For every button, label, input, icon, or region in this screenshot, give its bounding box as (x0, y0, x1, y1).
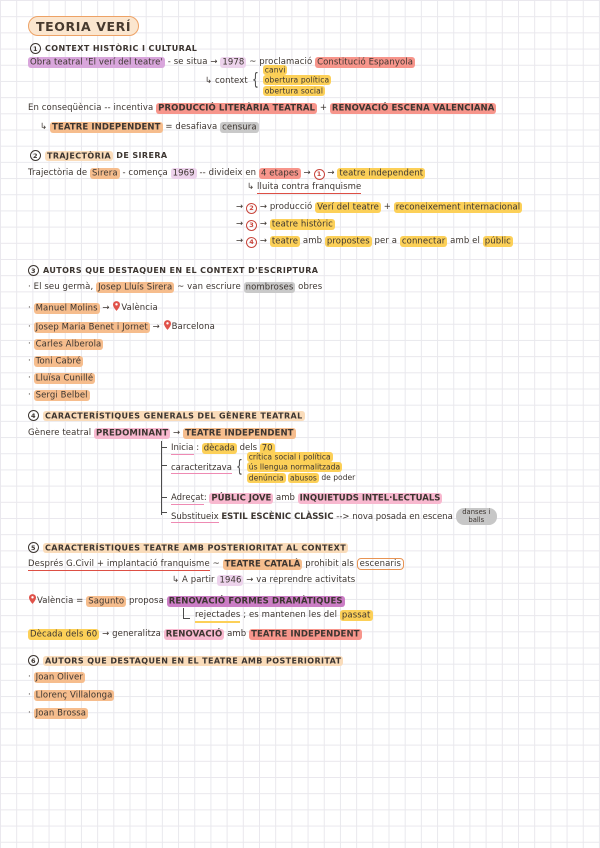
author-list-item: · Sergi Belbel (28, 389, 90, 401)
section-3-header-text: AUTORS QUE DESTAQUEN EN EL CONTEXT D'ESC… (43, 266, 319, 275)
section-1-header-text: CONTEXT HISTÒRIC I CULTURAL (45, 44, 198, 53)
context-item: obertura política (262, 75, 332, 85)
etapa-number-icon: 3 (246, 219, 258, 231)
section-number-icon: 5 (28, 542, 39, 553)
substitueix-line: Substitueix ESTIL ESCÈNIC CLÀSSIC --> no… (162, 508, 497, 525)
context-label: ↳ context (205, 75, 248, 86)
despres-gcivil-line: Després G.Civil + implantació franquisme… (28, 558, 405, 571)
valencia-sagunto-line: València = Sagunto proposa RENOVACIÓ FOR… (28, 594, 345, 607)
author-list-item: · Carles Alberola (28, 338, 104, 350)
decada-60-line: Dècada dels 60 → generalitza RENOVACIÓ a… (28, 628, 362, 640)
rejectades-note: rejectades ; es mantenen les del passat (183, 606, 373, 623)
caracteritzava-line: caracteritzava { crítica social i políti… (162, 451, 356, 483)
section-number-icon: 1 (30, 43, 41, 54)
section-6-header-text: AUTORS QUE DESTAQUEN EN EL TEATRE AMB PO… (43, 655, 344, 666)
location-pin-icon (29, 594, 36, 604)
section-2-header-text: TRAJECTÒRIA DE SIRERA (45, 150, 168, 161)
section-3-header: 3 AUTORS QUE DESTAQUEN EN EL CONTEXT D'E… (28, 265, 318, 276)
section-number-icon: 6 (28, 655, 39, 666)
brace-icon: { (235, 457, 243, 478)
author-list-item: · Manuel Molins → València (28, 301, 158, 314)
substitueix-text: Substitueix ESTIL ESCÈNIC CLÀSSIC --> no… (171, 511, 453, 523)
author-list-item: · Joan Oliver (28, 671, 85, 683)
author-list-item: · Lluïsa Cunillé (28, 372, 96, 384)
context-branches: ↳ context { canvi obertura política ober… (205, 64, 332, 96)
etapa-3-line: → 3 → teatre històric (236, 218, 335, 231)
teatre-independent-line: ↳ TEATRE INDEPENDENT = desafiava censura (40, 121, 259, 133)
context-items: canvi obertura política obertura social (262, 64, 332, 96)
caracteristica-item: ús llengua normalitzada (246, 462, 343, 472)
obra-teatral-line: Obra teatral 'El verí del teatre' - se s… (28, 56, 416, 68)
a-partir-note: ↳ A partir 1946 → va reprendre activitat… (172, 574, 356, 586)
adrecat-line: Adreçat: PÚBLIC JOVE amb INQUIETUDS INTE… (162, 492, 443, 505)
author-list-item: · Llorenç Villalonga (28, 689, 115, 701)
section-number-icon: 3 (28, 265, 39, 276)
brace-icon: { (251, 70, 259, 91)
author-list-item: · Joan Brossa (28, 707, 89, 719)
section-6-header: 6 AUTORS QUE DESTAQUEN EN EL TEATRE AMB … (28, 655, 344, 666)
trajectoria-line: Trajectòria de Sirera - comença 1969 -- … (28, 167, 426, 180)
etapa-number-icon: 2 (246, 202, 258, 214)
caracteritzava-items: crítica social i política ús llengua nor… (246, 451, 356, 483)
section-number-icon: 2 (30, 150, 41, 161)
teatre-independent-details: Inicia : dècada dels 70 caracteritzava {… (161, 441, 592, 525)
section-4-header: 4 CARACTERÍSTIQUES GENERALS DEL GÈNERE T… (28, 410, 305, 421)
consequencia-line: En conseqüència -- incentiva PRODUCCIÓ L… (28, 102, 497, 114)
section-2-header: 2 TRAJECTÒRIA DE SIRERA (30, 150, 168, 161)
etapa-number-icon: 4 (246, 236, 258, 248)
author-list-item: · El seu germà, Josep Lluís Sirera ~ van… (28, 281, 323, 293)
etapa-2-line: → 2 → producció Verí del teatre + recone… (236, 201, 523, 214)
etapa-4-line: → 4 → teatre amb propostes per a connect… (236, 235, 513, 248)
location-pin-icon (163, 320, 171, 330)
author-list-item: · Josep Maria Benet i Jornet → Barcelona (28, 320, 215, 333)
rejectades-text: rejectades ; es mantenen les del passat (195, 609, 373, 623)
section-4-header-text: CARACTERÍSTIQUES GENERALS DEL GÈNERE TEA… (43, 410, 305, 421)
location-pin-icon (113, 301, 121, 311)
author-list-item: · Toni Cabré (28, 355, 84, 367)
caracteritzava-label: caracteritzava (171, 462, 232, 475)
section-5-header: 5 CARACTERÍSTIQUES TEATRE AMB POSTERIORI… (28, 542, 349, 553)
inicia-line: Inicia : dècada dels 70 (162, 442, 275, 455)
context-item: obertura social (262, 85, 326, 96)
connector-line (183, 608, 190, 619)
genere-predominant-line: Gènere teatral PREDOMINANT → TEATRE INDE… (28, 427, 296, 439)
section-5-header-text: CARACTERÍSTIQUES TEATRE AMB POSTERIORITA… (43, 542, 349, 553)
caracteristica-item: crítica social i política (246, 451, 333, 462)
section-number-icon: 4 (28, 410, 39, 421)
escena-note-bubble: danses i balls (455, 508, 497, 525)
section-1-header: 1 CONTEXT HISTÒRIC I CULTURAL (30, 43, 197, 54)
caracteristica-item: denúncia abusos de poder (246, 472, 356, 483)
context-item: canvi (262, 64, 288, 75)
lluita-franquisme-note: ↳ lluita contra franquisme (247, 182, 362, 194)
page-title: TEORIA VERÍ (28, 16, 140, 36)
etapa-number-icon: 1 (313, 168, 325, 180)
